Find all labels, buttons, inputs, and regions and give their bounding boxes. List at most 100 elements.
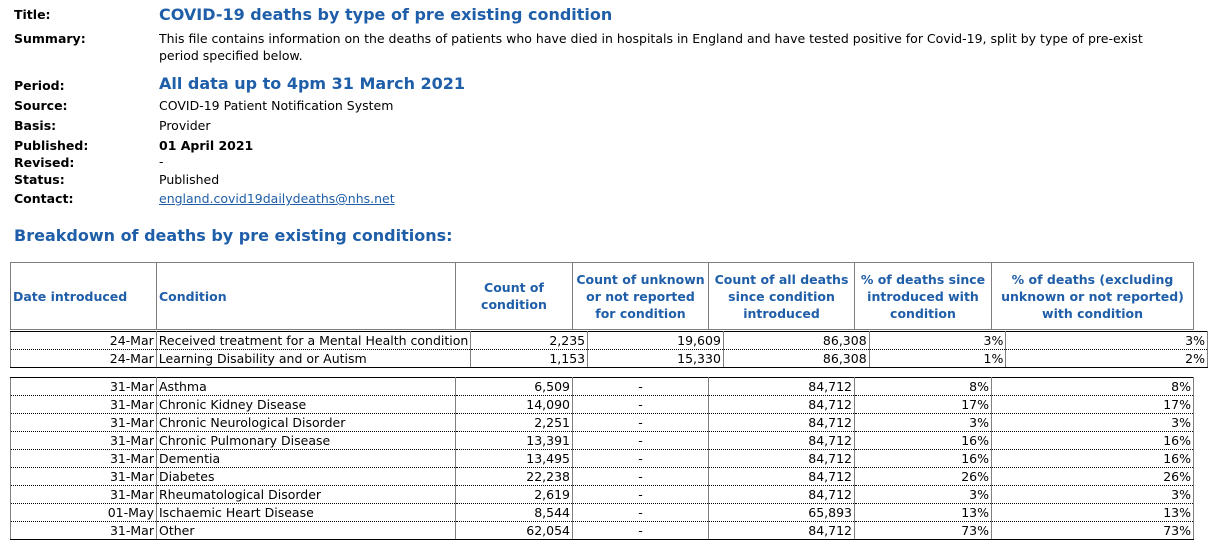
table-row: 31-Mar Chronic Pulmonary Disease 13,391-84…: [10, 431, 1194, 450]
cell-pct-deaths: 3%: [854, 485, 992, 504]
summary-text: This file contains information on the de…: [159, 30, 1208, 64]
cell-count-unknown: -: [572, 467, 709, 486]
cell-count-all-deaths: 84,712: [708, 431, 855, 450]
cell-count-unknown: -: [572, 449, 709, 468]
status-value: Published: [159, 172, 220, 187]
revised-value: -: [159, 154, 164, 169]
cell-count-of-condition: 62,054: [455, 521, 573, 540]
status-label: Status:: [14, 172, 65, 187]
cell-count-unknown: -: [572, 395, 709, 414]
cell-pct-deaths: 1%: [868, 349, 1007, 368]
cell-pct-deaths: 16%: [854, 431, 992, 450]
cell-pct-deaths-excl-unknown: 2%: [1005, 349, 1208, 368]
cell-count-of-condition: 22,238: [455, 467, 573, 486]
table-row: 31-Mar Other 62,054-84,712 73% 73%: [10, 521, 1194, 540]
table-header: Date introduced Condition Count of condi…: [10, 262, 1194, 330]
cell-condition: Rheumatological Disorder: [156, 485, 456, 504]
cell-count-all-deaths: 84,712: [708, 377, 855, 396]
cell-date-introduced: 31-Mar: [10, 377, 157, 396]
cell-count-all-deaths: 84,712: [708, 413, 855, 432]
cell-count-all-deaths: 86,308: [722, 349, 870, 368]
header-count-all-deaths: Count of all deaths since condition intr…: [708, 262, 855, 330]
revised-label: Revised:: [14, 155, 75, 170]
table-row: 01-May Ischaemic Heart Disease 8,544-65,89…: [10, 503, 1194, 522]
cell-condition: Other: [156, 521, 456, 540]
cell-pct-deaths-excl-unknown: 8%: [991, 377, 1194, 396]
cell-count-of-condition: 13,391: [455, 431, 573, 450]
basis-label: Basis:: [14, 118, 57, 133]
cell-count-all-deaths: 84,712: [708, 485, 855, 504]
cell-count-all-deaths: 84,712: [708, 467, 855, 486]
title-label: Title:: [14, 7, 51, 22]
cell-condition: Received treatment for a Mental Health c…: [155, 331, 472, 350]
cell-date-introduced: 31-Mar: [10, 413, 157, 432]
published-label: Published:: [14, 138, 89, 153]
table-group-1: 24-Mar Received treatment for a Mental He…: [10, 331, 1208, 368]
cell-count-unknown: -: [572, 431, 709, 450]
cell-count-of-condition: 8,544: [455, 503, 573, 522]
cell-count-of-condition: 1,153: [470, 349, 589, 368]
cell-condition: Asthma: [156, 377, 456, 396]
cell-pct-deaths-excl-unknown: 3%: [991, 485, 1194, 504]
header-count-unknown: Count of unknown or not reported for con…: [572, 262, 709, 330]
basis-value: Provider: [159, 118, 211, 133]
cell-pct-deaths: 13%: [854, 503, 992, 522]
cell-date-introduced: 31-Mar: [10, 485, 157, 504]
cell-date-introduced: 31-Mar: [10, 431, 157, 450]
cell-pct-deaths-excl-unknown: 3%: [991, 413, 1194, 432]
cell-pct-deaths-excl-unknown: 13%: [991, 503, 1194, 522]
summary-line-1: This file contains information on the de…: [159, 31, 1143, 46]
cell-count-of-condition: 2,235: [470, 331, 589, 350]
cell-pct-deaths: 73%: [854, 521, 992, 540]
cell-condition: Chronic Kidney Disease: [156, 395, 456, 414]
cell-count-all-deaths: 84,712: [708, 395, 855, 414]
cell-pct-deaths: 8%: [854, 377, 992, 396]
cell-count-unknown: 15,330: [587, 349, 724, 368]
contact-email-link[interactable]: england.covid19dailydeaths@nhs.net: [159, 191, 395, 206]
summary-line-2: period specified below.: [159, 48, 303, 63]
table-row: 31-Mar Diabetes 22,238-84,712 26% 26%: [10, 467, 1194, 486]
section-title: Breakdown of deaths by pre existing cond…: [14, 226, 453, 245]
cell-count-unknown: -: [572, 485, 709, 504]
cell-condition: Dementia: [156, 449, 456, 468]
page-title: COVID-19 deaths by type of pre existing …: [159, 5, 613, 24]
summary-label: Summary:: [14, 31, 86, 46]
cell-pct-deaths-excl-unknown: 16%: [991, 431, 1194, 450]
cell-condition: Learning Disability and or Autism: [155, 349, 472, 368]
cell-pct-deaths: 17%: [854, 395, 992, 414]
cell-count-unknown: -: [572, 377, 709, 396]
table-row: 31-Mar Chronic Neurological Disorder 2,251…: [10, 413, 1194, 432]
cell-count-unknown: -: [572, 413, 709, 432]
header-date-introduced: Date introduced: [10, 262, 157, 330]
cell-date-introduced: 31-Mar: [10, 449, 157, 468]
cell-count-all-deaths: 86,308: [722, 331, 870, 350]
cell-pct-deaths: 26%: [854, 467, 992, 486]
cell-count-of-condition: 6,509: [455, 377, 573, 396]
table-row: 31-Mar Chronic Kidney Disease 14,090-84,71…: [10, 395, 1194, 414]
cell-date-introduced: 31-Mar: [10, 521, 157, 540]
cell-pct-deaths: 16%: [854, 449, 992, 468]
header-pct-deaths: % of deaths since introduced with condit…: [854, 262, 992, 330]
cell-count-unknown: -: [572, 503, 709, 522]
header-pct-deaths-excl-unknown: % of deaths (excluding unknown or not re…: [991, 262, 1194, 330]
cell-count-of-condition: 2,619: [455, 485, 573, 504]
cell-count-all-deaths: 84,712: [708, 521, 855, 540]
period-label: Period:: [14, 78, 65, 93]
period-value: All data up to 4pm 31 March 2021: [159, 74, 466, 93]
cell-count-unknown: -: [572, 521, 709, 540]
cell-pct-deaths-excl-unknown: 73%: [991, 521, 1194, 540]
cell-condition: Diabetes: [156, 467, 456, 486]
table-group-2: 31-Mar Asthma 6,509-84,712 8% 8% 31-Mar Chroni…: [10, 377, 1194, 540]
header-count-of-condition: Count of condition: [455, 262, 573, 330]
cell-pct-deaths-excl-unknown: 17%: [991, 395, 1194, 414]
cell-pct-deaths-excl-unknown: 16%: [991, 449, 1194, 468]
cell-pct-deaths-excl-unknown: 3%: [1005, 331, 1208, 350]
published-value: 01 April 2021: [159, 138, 254, 153]
cell-count-of-condition: 2,251: [455, 413, 573, 432]
cell-condition: Chronic Neurological Disorder: [156, 413, 456, 432]
cell-count-unknown: 19,609: [587, 331, 724, 350]
table-row: 24-Mar Learning Disability and or Autism 1…: [10, 349, 1208, 368]
source-label: Source:: [14, 98, 68, 113]
cell-date-introduced: 24-Mar: [10, 349, 157, 368]
cell-condition: Chronic Pulmonary Disease: [156, 431, 456, 450]
